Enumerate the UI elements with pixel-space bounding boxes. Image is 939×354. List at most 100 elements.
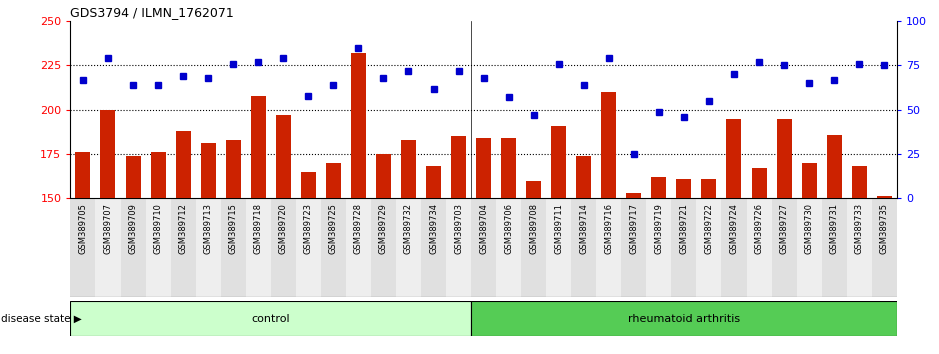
Text: GSM389708: GSM389708 <box>530 203 538 254</box>
Bar <box>852 166 867 198</box>
Text: GSM389729: GSM389729 <box>379 203 388 254</box>
Bar <box>601 92 616 198</box>
Text: GSM389713: GSM389713 <box>204 203 212 254</box>
Bar <box>451 136 466 198</box>
Bar <box>401 140 416 198</box>
Text: GSM389705: GSM389705 <box>79 203 87 254</box>
Bar <box>96 198 120 297</box>
Bar <box>201 143 216 198</box>
Bar <box>777 119 792 198</box>
Bar <box>501 138 516 198</box>
Bar <box>701 179 716 198</box>
Text: GSM389717: GSM389717 <box>629 203 639 254</box>
Bar <box>75 152 90 198</box>
Bar <box>721 198 747 297</box>
Text: GSM389707: GSM389707 <box>103 203 113 254</box>
Text: GSM389715: GSM389715 <box>229 203 238 254</box>
Bar <box>577 156 592 198</box>
Bar <box>221 198 246 297</box>
Bar <box>871 198 897 297</box>
Bar <box>796 198 822 297</box>
Text: GSM389714: GSM389714 <box>579 203 588 254</box>
Bar <box>751 168 766 198</box>
Text: GSM389734: GSM389734 <box>429 203 438 254</box>
Bar <box>126 156 141 198</box>
Text: GSM389703: GSM389703 <box>454 203 463 254</box>
Bar <box>747 198 772 297</box>
Bar <box>100 110 115 198</box>
Bar <box>120 198 146 297</box>
FancyBboxPatch shape <box>471 301 897 336</box>
Bar <box>396 198 421 297</box>
Bar <box>822 198 847 297</box>
Text: GSM389716: GSM389716 <box>605 203 613 254</box>
Bar <box>321 198 346 297</box>
Bar <box>351 53 366 198</box>
Text: GSM389704: GSM389704 <box>479 203 488 254</box>
Bar <box>225 140 240 198</box>
Bar <box>727 119 742 198</box>
Bar <box>496 198 521 297</box>
Text: control: control <box>252 314 290 324</box>
Bar <box>276 115 291 198</box>
Bar <box>847 198 871 297</box>
Bar <box>246 198 270 297</box>
Bar <box>526 181 541 198</box>
Text: GSM389709: GSM389709 <box>129 203 137 254</box>
Bar <box>270 198 296 297</box>
Bar <box>176 131 191 198</box>
Bar <box>551 126 566 198</box>
Text: disease state ▶: disease state ▶ <box>1 314 82 324</box>
Bar <box>150 152 165 198</box>
Bar <box>671 198 697 297</box>
Bar <box>521 198 546 297</box>
Text: GSM389710: GSM389710 <box>154 203 162 254</box>
Bar <box>326 163 341 198</box>
Legend: count, percentile rank within the sample: count, percentile rank within the sample <box>76 352 275 354</box>
Text: GSM389719: GSM389719 <box>654 203 663 254</box>
Bar <box>626 193 641 198</box>
Bar <box>772 198 796 297</box>
Bar <box>446 198 471 297</box>
Text: GSM389730: GSM389730 <box>805 203 813 254</box>
Text: GSM389731: GSM389731 <box>830 203 839 254</box>
Bar <box>346 198 371 297</box>
Text: GSM389706: GSM389706 <box>504 203 513 254</box>
Bar <box>421 198 446 297</box>
Bar <box>70 198 96 297</box>
Text: GSM389712: GSM389712 <box>178 203 188 254</box>
Text: GSM389718: GSM389718 <box>254 203 263 254</box>
Text: GSM389733: GSM389733 <box>854 203 864 254</box>
Text: GSM389724: GSM389724 <box>730 203 738 254</box>
Bar <box>171 198 195 297</box>
Bar <box>622 198 646 297</box>
Bar <box>471 198 496 297</box>
Bar <box>476 138 491 198</box>
Bar <box>371 198 396 297</box>
Bar <box>571 198 596 297</box>
FancyBboxPatch shape <box>70 301 471 336</box>
Bar <box>426 166 441 198</box>
Text: GSM389732: GSM389732 <box>404 203 413 254</box>
Bar <box>676 179 691 198</box>
Text: GSM389726: GSM389726 <box>755 203 763 254</box>
Bar <box>646 198 671 297</box>
Text: GSM389721: GSM389721 <box>680 203 688 254</box>
Text: rheumatoid arthritis: rheumatoid arthritis <box>628 314 740 324</box>
Text: GSM389725: GSM389725 <box>329 203 338 254</box>
Bar <box>877 196 892 198</box>
Text: GSM389727: GSM389727 <box>779 203 789 254</box>
Bar <box>652 177 667 198</box>
Bar <box>697 198 721 297</box>
Text: GSM389728: GSM389728 <box>354 203 362 254</box>
Bar <box>826 135 841 198</box>
Bar <box>546 198 571 297</box>
Bar <box>300 172 316 198</box>
Text: GSM389735: GSM389735 <box>880 203 888 254</box>
Bar <box>195 198 221 297</box>
Text: GSM389711: GSM389711 <box>554 203 563 254</box>
Bar <box>376 154 391 198</box>
Bar <box>251 96 266 198</box>
Bar <box>296 198 321 297</box>
Text: GSM389720: GSM389720 <box>279 203 287 254</box>
